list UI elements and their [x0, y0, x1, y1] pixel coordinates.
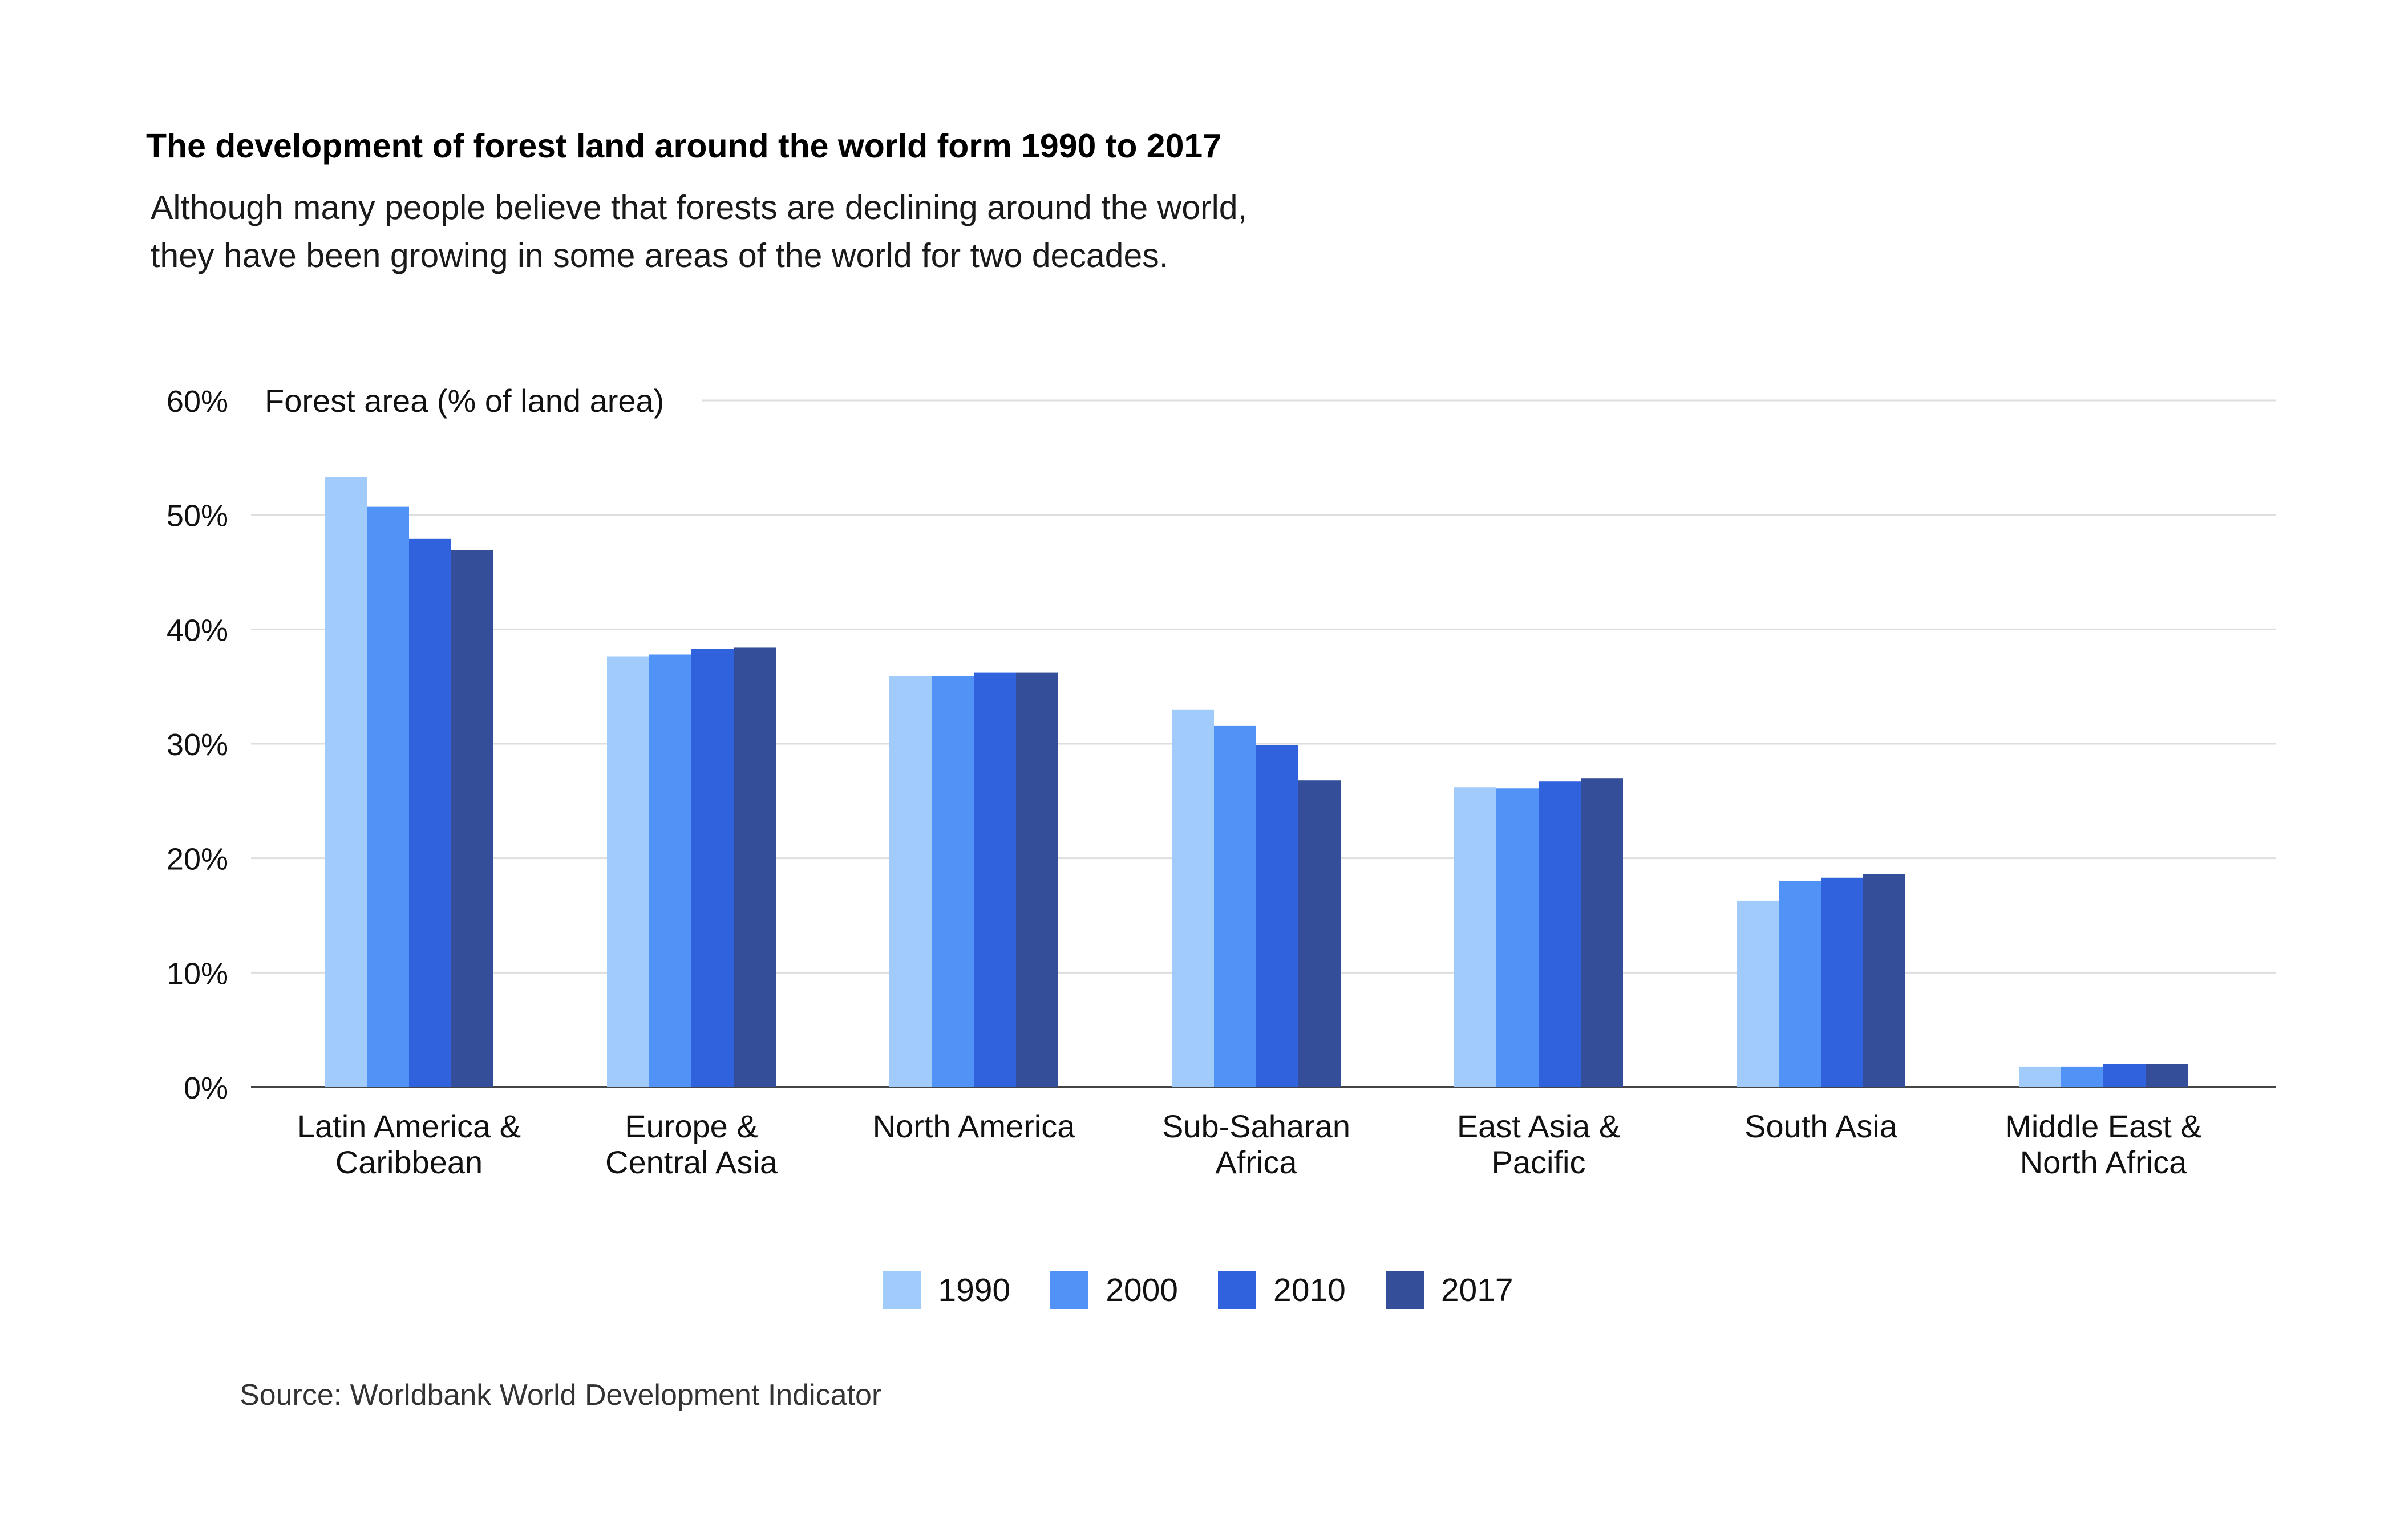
x-tick-label: North America: [873, 1108, 1076, 1144]
x-tick-label: Europe &: [625, 1108, 758, 1144]
bar-1990: [1172, 709, 1214, 1087]
legend-item-1990: 1990: [883, 1271, 1010, 1309]
subtitle-line-2: they have been growing in some areas of …: [151, 237, 1169, 274]
x-tick-label: Middle East &: [2005, 1108, 2202, 1144]
bar-1990: [325, 477, 367, 1087]
bar-2017: [1581, 778, 1623, 1087]
bar-2010: [1539, 781, 1581, 1087]
y-tick-label: 50%: [167, 499, 228, 533]
legend-item-2017: 2017: [1385, 1271, 1513, 1309]
bar-2000: [649, 654, 691, 1087]
bar-1990: [2019, 1066, 2061, 1087]
bar-2010: [2103, 1064, 2146, 1087]
x-tick-label: North Africa: [2020, 1144, 2187, 1180]
source-note: Source: Worldbank World Development Indi…: [240, 1379, 882, 1412]
x-tick-label: Latin America &: [297, 1108, 521, 1144]
x-tick-label: Pacific: [1492, 1144, 1586, 1180]
bar-2010: [409, 538, 451, 1087]
axis-labels: 0% 10% 20% 30% 40% 50% 60% Forest area (% of la…: [167, 383, 2202, 1180]
bar-2010: [974, 672, 1016, 1087]
legend-item-2010: 2010: [1218, 1271, 1346, 1309]
x-tick-label: South Asia: [1745, 1108, 1898, 1144]
bar-2010: [691, 649, 734, 1087]
bar-2000: [2061, 1066, 2103, 1087]
legend: 1990 2000 2010 2017: [0, 1271, 2396, 1309]
bar-2010: [1256, 745, 1298, 1087]
bar-2017: [734, 647, 776, 1087]
legend-swatch: [1385, 1271, 1424, 1309]
y-tick-label: 20%: [167, 842, 228, 877]
bar-1990: [607, 656, 649, 1087]
bar-2000: [367, 506, 409, 1087]
x-tick-label: Central Asia: [605, 1144, 778, 1180]
legend-swatch: [1218, 1271, 1256, 1309]
bar-1990: [889, 676, 932, 1087]
legend-item-2000: 2000: [1050, 1271, 1178, 1309]
bar-1990: [1454, 787, 1496, 1087]
chart-subtitle: Although many people believe that forest…: [151, 184, 1406, 279]
legend-label: 1990: [938, 1271, 1011, 1308]
grid-lines: [251, 399, 2276, 1088]
legend-swatch: [1050, 1271, 1089, 1309]
bar-2000: [1214, 725, 1256, 1087]
y-tick-label: 40%: [167, 613, 228, 647]
bar-2017: [1298, 780, 1341, 1087]
y-tick-label: 60%: [167, 384, 228, 419]
bars: [325, 477, 2188, 1087]
legend-label: 2017: [1440, 1271, 1513, 1308]
x-tick-label: Africa: [1215, 1144, 1297, 1180]
bar-2017: [451, 550, 493, 1087]
legend-swatch: [883, 1271, 921, 1309]
x-tick-label: Sub-Saharan: [1162, 1108, 1350, 1144]
y-tick-label: 30%: [167, 728, 228, 762]
chart-title: The development of forest land around th…: [146, 127, 1222, 165]
bar-2000: [932, 676, 974, 1087]
legend-label: 2010: [1273, 1271, 1346, 1308]
bar-1990: [1737, 900, 1779, 1087]
bar-2017: [1016, 672, 1058, 1087]
bar-2017: [1863, 874, 1905, 1087]
y-axis-title: Forest area (% of land area): [265, 383, 664, 419]
bar-2000: [1496, 788, 1539, 1087]
bar-2010: [1821, 877, 1863, 1087]
x-tick-label: Caribbean: [335, 1144, 483, 1180]
y-tick-label: 0%: [184, 1071, 228, 1105]
y-tick-label: 10%: [167, 957, 228, 991]
x-tick-label: East Asia &: [1457, 1108, 1620, 1144]
subtitle-line-1: Although many people believe that forest…: [151, 189, 1247, 226]
legend-label: 2000: [1106, 1271, 1178, 1308]
bar-2017: [2146, 1064, 2188, 1087]
bar-2000: [1779, 881, 1821, 1087]
